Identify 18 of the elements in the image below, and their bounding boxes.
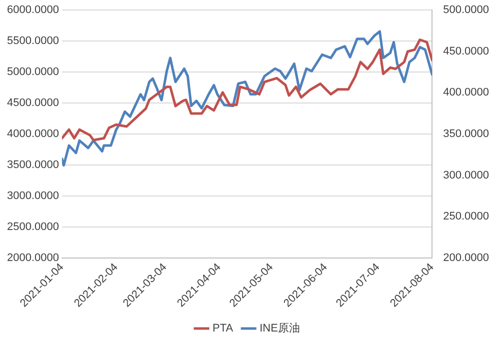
y2-tick-label: 350.0000: [443, 128, 490, 140]
y2-tick-label: 450.0000: [443, 45, 490, 58]
legend-label: PTA: [212, 322, 234, 335]
y2-tick-label: 200.0000: [443, 252, 490, 264]
y2-tick-label: 400.0000: [443, 86, 490, 99]
y2-tick-label: 500.0000: [443, 4, 490, 16]
y-tick-label: 4000.0000: [7, 128, 59, 140]
y-tick-label: 5000.0000: [7, 66, 59, 78]
y-tick-label: 3500.0000: [7, 158, 59, 171]
y-tick-label: 6000.0000: [7, 4, 59, 16]
y-tick-label: 2500.0000: [7, 220, 59, 233]
y-tick-label: 4500.0000: [7, 96, 59, 109]
legend-label: INE原油: [260, 322, 300, 335]
y-tick-label: 5500.0000: [7, 35, 59, 48]
y-tick-label: 2000.0000: [7, 252, 59, 264]
y2-tick-label: 300.0000: [443, 169, 490, 182]
y2-tick-label: 250.0000: [443, 210, 490, 223]
y-tick-label: 3000.0000: [7, 190, 59, 202]
